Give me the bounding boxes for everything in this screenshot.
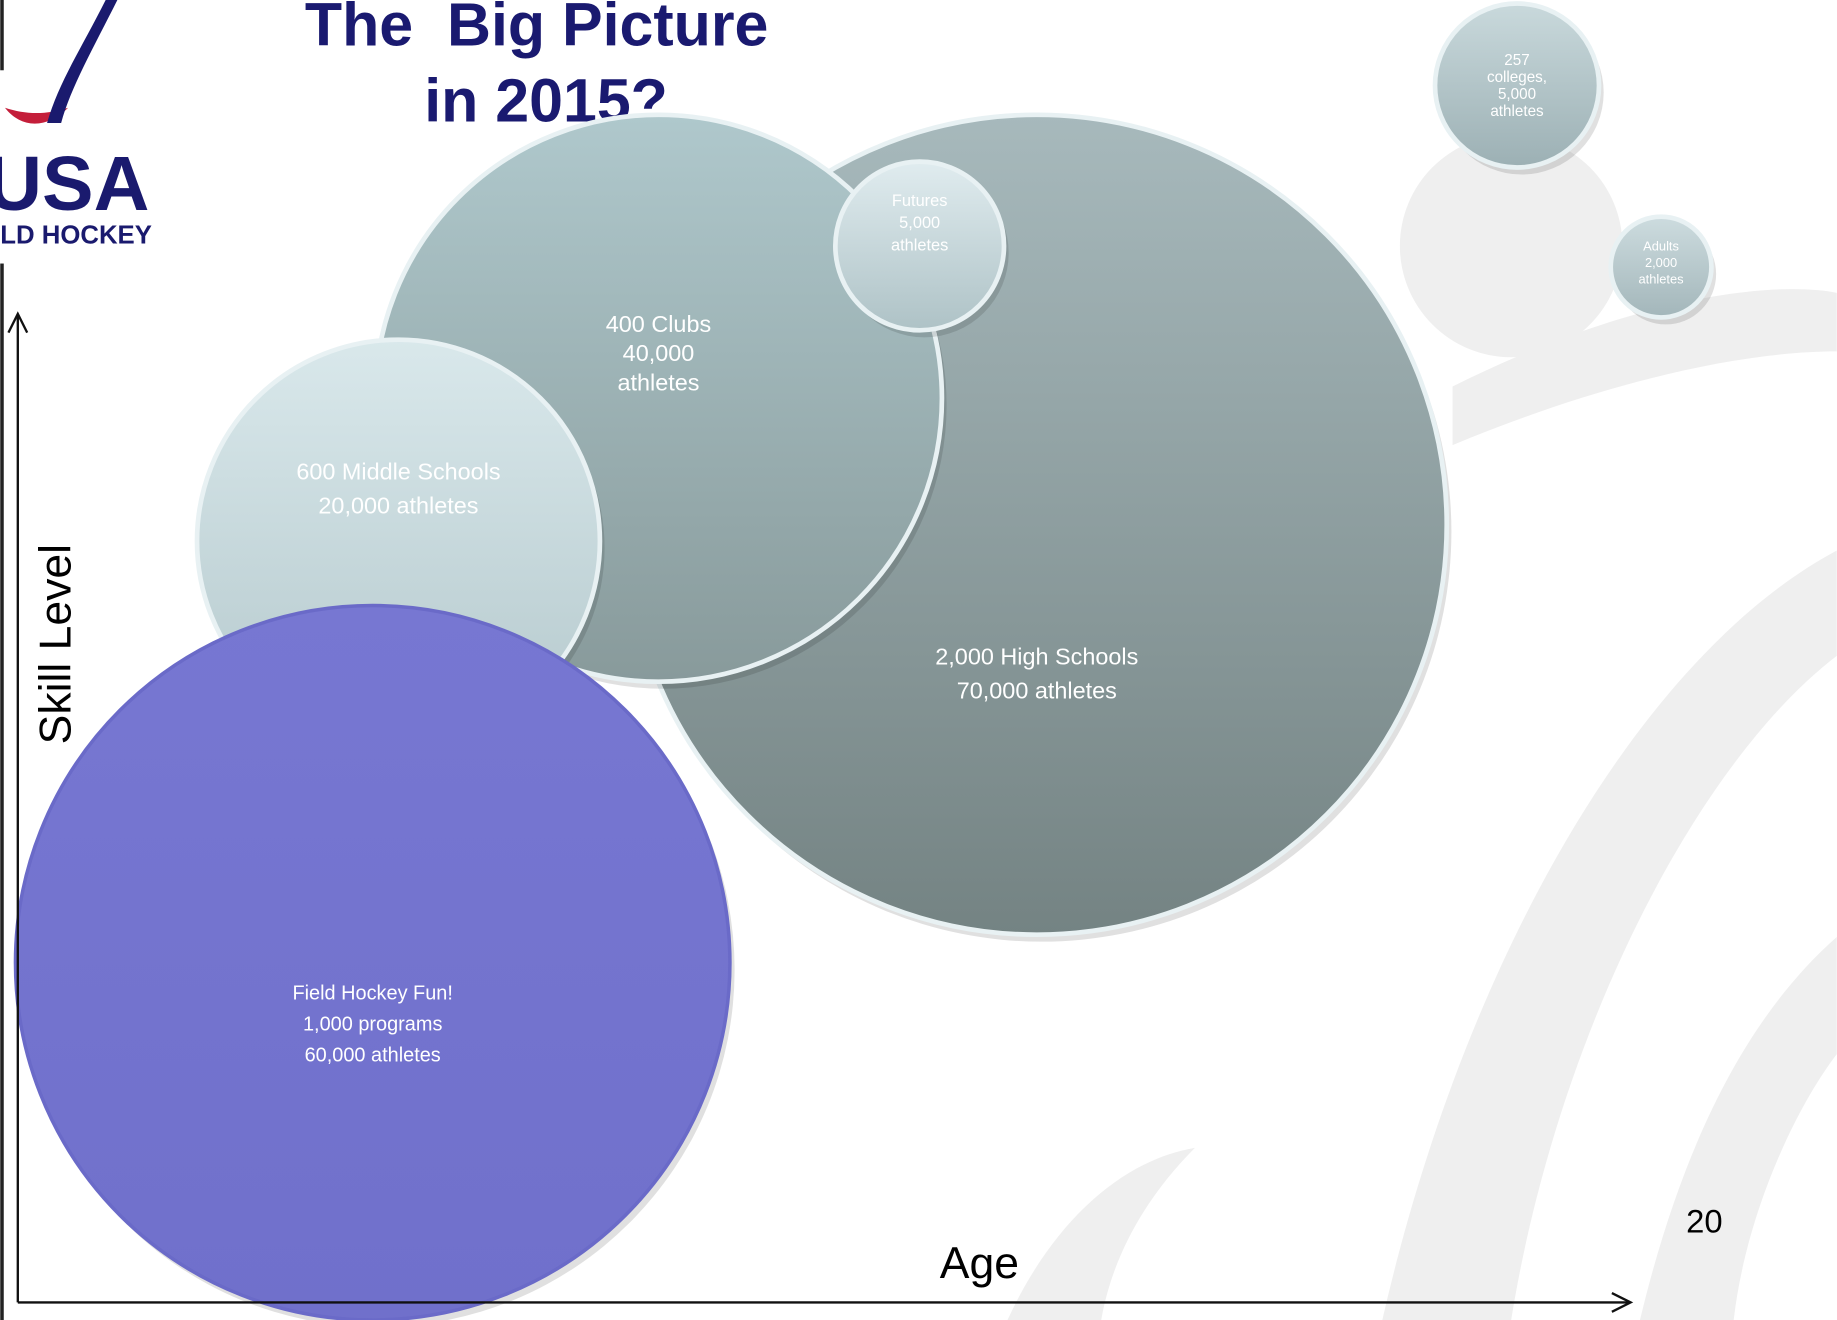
bubble-label: 400 Clubs xyxy=(606,311,711,337)
bubble-label: colleges, xyxy=(1487,69,1547,86)
bubble-label: athletes xyxy=(617,369,699,395)
y-axis-arrow xyxy=(7,311,29,334)
bubble-circle xyxy=(1608,214,1714,320)
bubble-label: 70,000 athletes xyxy=(957,677,1117,703)
bubble-label: 40,000 xyxy=(623,340,695,366)
bubble-circle xyxy=(13,603,732,1320)
watermark xyxy=(1007,134,1837,1320)
bubble-circle xyxy=(832,159,1007,333)
page-number: 20 xyxy=(1686,1203,1722,1240)
bubble-label: Adults xyxy=(1643,239,1679,254)
bubble-label: athletes xyxy=(1490,103,1544,120)
bubble: Field Hockey Fun! 1,000 programs 60,000 at… xyxy=(13,603,735,1320)
bubble: Futures 5,000 athletes xyxy=(832,159,1009,338)
bubble-label: 600 Middle Schools xyxy=(296,458,500,484)
bubble-label: 2,000 High Schools xyxy=(935,643,1138,669)
bubble-label: athletes xyxy=(891,236,948,254)
bubble-label: Field Hockey Fun! xyxy=(292,983,452,1005)
logo-stick xyxy=(47,0,118,123)
bubble-label: 20,000 athletes xyxy=(318,492,478,518)
slide-border xyxy=(0,0,4,1320)
logo-mark: USA xyxy=(0,141,149,227)
bubbles: 2,000 High Schools 70,000 athletes 400 Clu… xyxy=(13,1,1717,1320)
bubble-label: athletes xyxy=(1639,271,1684,286)
bubble-label: 5,000 xyxy=(899,214,940,232)
bubble-label: 257 xyxy=(1504,52,1529,69)
bubble-label: 5,000 xyxy=(1498,86,1536,103)
y-axis-label: Skill Level xyxy=(32,544,81,744)
bubble-circle xyxy=(1432,1,1602,170)
axes xyxy=(7,311,1634,1313)
bubble-label: Futures xyxy=(892,192,948,210)
bubble-label: 60,000 athletes xyxy=(305,1045,441,1067)
x-axis-label: Age xyxy=(940,1239,1019,1288)
bubble-label: 1,000 programs xyxy=(303,1014,442,1036)
logo: USA LD HOCKEY xyxy=(0,0,152,249)
title-line: The Big Picture xyxy=(305,0,769,58)
x-axis-arrow xyxy=(1611,1292,1634,1313)
bubble-label: 2,000 xyxy=(1645,255,1677,270)
logo-sub: LD HOCKEY xyxy=(0,221,152,249)
